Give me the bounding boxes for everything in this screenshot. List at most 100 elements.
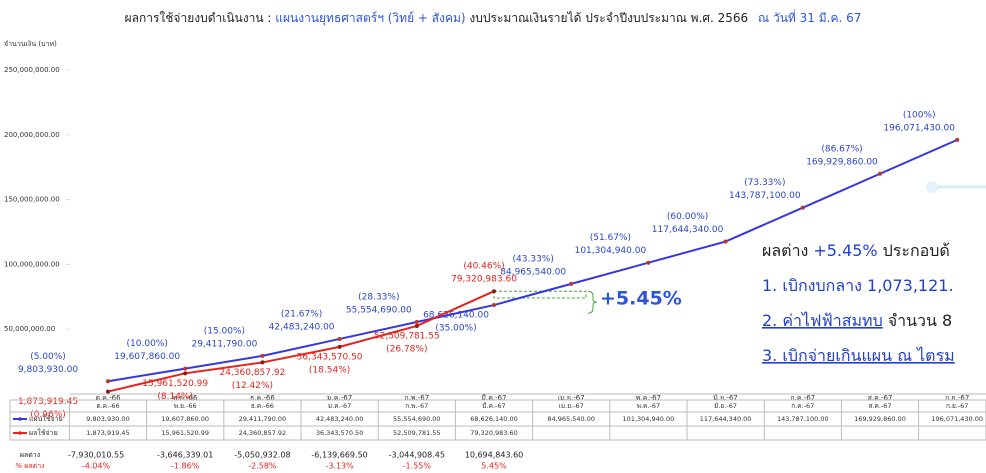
x-tick-label: พ.ย.-66	[173, 394, 198, 402]
table-cell: 52,509,781.55	[393, 429, 441, 437]
table-header: เม.ย.-67	[559, 402, 584, 410]
value-label: 42,483,240.00	[269, 322, 335, 332]
data-table: ต.ค.-66 พ.ย.-66 ธ.ค.-66 ม.ค.-67 ก.พ.-67 มี.ค.…	[9, 399, 986, 441]
legend-swatch	[18, 431, 22, 435]
note-line: 2. ค่าไฟฟ้าสมทบ จำนวน 8	[762, 311, 952, 330]
percent-label: (35.00%)	[435, 324, 476, 334]
y-tick-label: 100,000,000.00	[4, 260, 60, 268]
diff-cell: -5,050,932.08	[234, 451, 290, 460]
diff-cell: 5.45%	[481, 462, 507, 471]
percent-label: (0.96%)	[30, 410, 66, 420]
point	[878, 171, 882, 176]
diff-cell: -3,044,908.45	[389, 451, 445, 460]
diff-cell: -2.58%	[248, 462, 277, 471]
value-label: 9,803,930.00	[18, 365, 78, 375]
point	[723, 239, 728, 244]
value-label: 101,304,940.00	[575, 246, 647, 256]
note-part: +5.45%	[813, 241, 877, 260]
x-tick-label: ก.ย.-67	[945, 394, 969, 402]
value-label: 84,965,540.00	[500, 267, 566, 277]
series-line	[107, 290, 495, 393]
note-part: 3. เบิกจ่ายเกินแผน ณ ไตรม	[762, 346, 955, 365]
value-label: 36,343,570.50	[297, 352, 363, 362]
title-part: แผนงานยุทธศาสตร์ฯ (วิทย์ + สังคม)	[275, 11, 465, 26]
note-part: 1. เบิกงบกลาง 1,073,121.	[762, 276, 954, 295]
point	[800, 205, 805, 210]
title-part: ณ วันที่ 31 มี.ค. 67	[758, 9, 861, 25]
point	[646, 260, 651, 265]
diff-cell: -3,646,339.01	[157, 451, 213, 460]
title-part: งบประมาณเงินรายได้ ประจำปีงบประมาณ พ.ศ. …	[469, 11, 748, 25]
table-cell: 9,803,930.00	[86, 415, 129, 423]
x-tick-label: พ.ค.-67	[636, 394, 661, 402]
table-cell: 196,071,430.00	[931, 415, 983, 423]
percent-label: (5.00%)	[30, 352, 66, 362]
percent-label: (40.46%)	[463, 262, 504, 272]
value-label: 19,607,860.00	[114, 352, 180, 362]
table-border	[9, 399, 986, 441]
point	[492, 303, 496, 308]
x-tick-label: ก.พ.-67	[404, 394, 429, 402]
table-cell: 101,304,940.00	[623, 415, 675, 423]
y-tick-label: 200,000,000.00	[4, 131, 60, 139]
table-header: ก.ค.-67	[791, 402, 814, 410]
percent-label: (15.00%)	[204, 326, 245, 336]
row-label: % ผลต่าง	[15, 462, 44, 470]
percent-label: (21.67%)	[281, 309, 322, 319]
value-label: 68,626,140.00	[423, 311, 489, 321]
diff-cell: -4.04%	[82, 462, 111, 471]
table-cell: 15,961,520.99	[161, 429, 209, 437]
table-header: ส.ค.-67	[868, 402, 891, 410]
y-tick-label: 250,000,000.00	[4, 66, 60, 74]
table-cell: 1,873,919.45	[86, 429, 129, 437]
percent-label: (43.33%)	[513, 254, 554, 264]
diff-cell: -7,930,010.55	[68, 451, 124, 460]
table-header: พ.ย.-66	[174, 402, 197, 410]
y-axis-label: จำนวนเงิน (บาท)	[4, 40, 57, 48]
table-header: มิ.ย.-67	[714, 402, 737, 410]
point	[492, 289, 496, 294]
title-part: ผลการใช้จ่ายงบดำเนินงาน :	[125, 11, 272, 25]
x-tick-label: ส.ค.-67	[868, 394, 893, 402]
percent-label: (28.33%)	[358, 293, 399, 303]
point	[569, 281, 574, 286]
point	[337, 344, 342, 349]
table-cell: 117,644,340.00	[700, 415, 752, 423]
table-cell: 42,483,240.00	[316, 415, 364, 423]
value-label: 196,071,430.00	[883, 123, 955, 133]
row-label: ผลต่าง	[20, 451, 40, 459]
point	[955, 137, 960, 142]
diff-cell: -3.13%	[325, 462, 354, 471]
value-label: 143,787,100.00	[729, 191, 801, 201]
diff-cell: -1.86%	[171, 462, 200, 471]
legend-label: ผลใช้จ่าย	[29, 428, 58, 437]
table-header: ก.ย.-67	[946, 402, 969, 410]
point	[414, 323, 419, 328]
annotation: +5.45%	[600, 288, 682, 310]
percent-label: (12.42%)	[232, 381, 273, 391]
bracket	[587, 290, 598, 314]
point	[106, 379, 110, 384]
value-label: 55,554,690.00	[346, 306, 412, 316]
table-cell: 24,360,857.92	[239, 429, 287, 437]
point	[183, 366, 188, 371]
table-cell: 84,965,540.00	[547, 415, 595, 423]
table-header: ก.พ.-67	[405, 402, 428, 410]
legend-label: แผนใช้จ่าย	[29, 414, 63, 423]
table-cell: 143,787,100.00	[777, 415, 829, 423]
x-tick-label: เม.ย.-67	[558, 394, 585, 402]
value-label: 79,320,983.60	[451, 275, 517, 285]
note-line: ผลต่าง +5.45% ประกอบด้	[762, 241, 950, 260]
note-part: ประกอบด้	[883, 241, 950, 260]
value-label: 52,509,781.55	[374, 331, 440, 341]
percent-label: (86.67%)	[821, 144, 862, 154]
table-header: มี.ค.-67	[482, 402, 505, 410]
y-tick-label: 150,000,000.00	[4, 196, 60, 204]
point	[183, 371, 188, 376]
note-line: 3. เบิกจ่ายเกินแผน ณ ไตรม	[762, 346, 955, 365]
x-tick-label: ม.ค.-67	[327, 394, 352, 402]
diff-box	[493, 290, 587, 299]
diff-cell: -1.55%	[403, 462, 432, 471]
percent-label: (26.78%)	[386, 344, 427, 354]
